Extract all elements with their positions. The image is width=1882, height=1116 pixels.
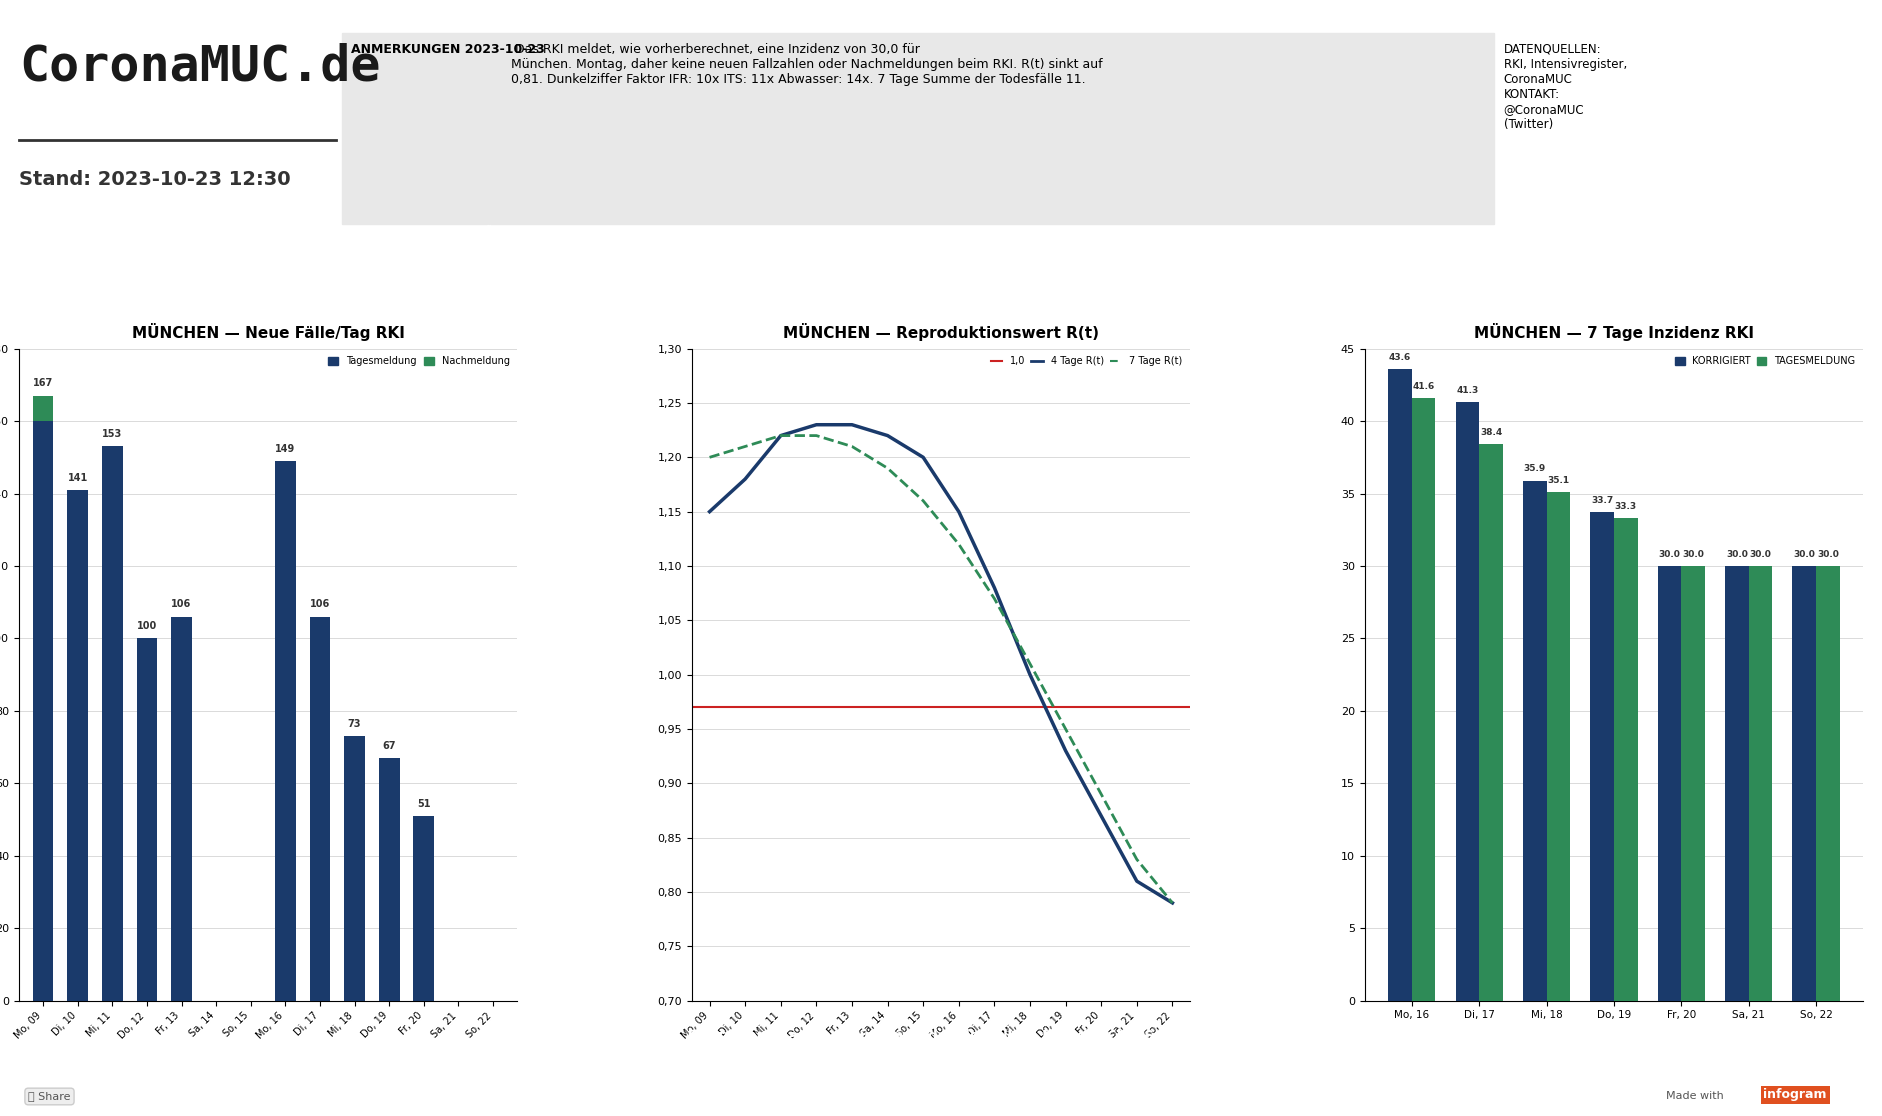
Text: Gesamt: 2.670
Di–Sa.*: Gesamt: 2.670 Di–Sa.* [444,316,512,336]
Text: 73: 73 [348,719,361,729]
Text: TODESFÄLLE: TODESFÄLLE [440,228,514,238]
Bar [32,421,53,1001]
Text: 38.4: 38.4 [1479,429,1502,437]
Text: 33.3: 33.3 [1615,502,1637,511]
Text: 167: 167 [32,378,53,388]
Text: 33.7: 33.7 [1590,497,1613,506]
Text: Quelle: CoronaMUC
Täglich: Quelle: CoronaMUC Täglich [1361,316,1447,336]
Text: 41.6: 41.6 [1413,382,1434,391]
Text: INTENSIVBETTENBELEGUNG: INTENSIVBETTENBELEGUNG [704,228,869,238]
Text: MÜNCHEN    VERÄNDERUNG
Täglich: MÜNCHEN VERÄNDERUNG Täglich [723,316,851,336]
Bar [341,33,1494,223]
Text: 30.0: 30.0 [1658,550,1681,559]
Text: Das RKI meldet, wie vorherberechnet, eine Inzidenz von 30,0 für
München. Montag,: Das RKI meldet, wie vorherberechnet, ein… [512,44,1103,86]
Text: k.A.: k.A. [128,254,209,288]
Legend: Tagesmeldung, Nachmeldung: Tagesmeldung, Nachmeldung [326,354,512,369]
Bar [1681,566,1705,1001]
Text: DUNKELZIFFER FAKTOR: DUNKELZIFFER FAKTOR [1026,228,1165,238]
Text: 149: 149 [275,444,295,454]
Text: Gesamt: 724.912
Di–Sa.*: Gesamt: 724.912 Di–Sa.* [130,316,207,336]
Bar [1590,512,1615,1001]
Text: 30.0: 30.0 [1683,550,1703,559]
Text: Stand: 2023-10-23 12:30: Stand: 2023-10-23 12:30 [19,171,290,190]
Text: ANMERKUNGEN 2023-10-23: ANMERKUNGEN 2023-10-23 [350,44,544,56]
Bar [311,617,331,1001]
Bar [1547,492,1570,1001]
Text: 106: 106 [171,599,192,609]
Text: 10/11/14: 10/11/14 [1020,257,1171,286]
Text: 153: 153 [102,430,122,440]
Bar [1792,566,1816,1001]
Text: k.A.: k.A. [439,254,518,288]
Bar [1615,518,1637,1001]
Bar [137,638,158,1001]
Bar [275,461,295,1001]
Text: Di–Sa.*: Di–Sa.* [1698,327,1730,336]
Text: INZIDENZ RKI: INZIDENZ RKI [1673,228,1754,238]
Text: 43.6: 43.6 [1389,353,1412,362]
Title: MÜNCHEN — 7 Tage Inzidenz RKI: MÜNCHEN — 7 Tage Inzidenz RKI [1474,323,1754,340]
Text: CoronaMUC.de: CoronaMUC.de [19,44,380,92]
Text: 10    −3: 10 −3 [721,257,853,286]
Bar [1816,566,1839,1001]
Bar [414,816,435,1001]
Bar [68,490,88,1001]
Bar [344,737,365,1001]
Text: 100: 100 [137,622,156,632]
Text: 0,81 ▼: 0,81 ▼ [1344,254,1464,288]
Text: 35.9: 35.9 [1524,464,1545,473]
Bar [1748,566,1773,1001]
Text: * RKI Zahlen zu Inzidenz, Fallzahlen, Nachmeldungen und Todesfällen: Dienstag bi: * RKI Zahlen zu Inzidenz, Fallzahlen, Na… [487,1029,1395,1043]
Text: 67: 67 [382,741,395,751]
Text: 35.1: 35.1 [1547,475,1570,484]
Bar [102,446,122,1001]
Text: 30,0: 30,0 [1669,254,1758,288]
Bar [1455,402,1479,1001]
Text: DATENQUELLEN:
RKI, Intensivregister,
CoronaMUC
KONTAKT:
@CoronaMUC
(Twitter): DATENQUELLEN: RKI, Intensivregister, Cor… [1504,44,1626,131]
Text: 30.0: 30.0 [1726,550,1748,559]
Title: MÜNCHEN — Reproduktionswert R(t): MÜNCHEN — Reproduktionswert R(t) [783,323,1099,340]
Text: IFR/ITS/Abwasser basiert
Täglich: IFR/ITS/Abwasser basiert Täglich [1039,316,1152,336]
Text: 30.0: 30.0 [1750,550,1771,559]
Bar [1389,369,1412,1001]
Bar [1479,444,1504,1001]
Text: BESTÄTIGTE FÄLLE: BESTÄTIGTE FÄLLE [115,228,222,238]
Bar [1412,398,1436,1001]
Title: MÜNCHEN — Neue Fälle/Tag RKI: MÜNCHEN — Neue Fälle/Tag RKI [132,323,405,340]
Text: 51: 51 [418,799,431,809]
Text: Made with: Made with [1666,1091,1724,1101]
Bar [171,617,192,1001]
Legend: 1,0, 4 Tage R(t), 7 Tage R(t): 1,0, 4 Tage R(t), 7 Tage R(t) [988,354,1186,369]
Text: ⧆ Share: ⧆ Share [28,1091,72,1101]
Text: 41.3: 41.3 [1457,386,1479,395]
Legend: KORRIGIERT, TAGESMELDUNG: KORRIGIERT, TAGESMELDUNG [1671,354,1858,369]
Bar [1726,566,1748,1001]
Text: 30.0: 30.0 [1816,550,1839,559]
Text: infogram: infogram [1763,1088,1827,1101]
Bar [378,758,399,1001]
Text: 141: 141 [68,473,88,483]
Bar [1523,481,1547,1001]
Text: 106: 106 [311,599,329,609]
Text: 30.0: 30.0 [1794,550,1814,559]
Text: REPRODUKTIONSWERT: REPRODUKTIONSWERT [1338,228,1472,238]
Bar [1658,566,1681,1001]
Bar [32,396,53,421]
